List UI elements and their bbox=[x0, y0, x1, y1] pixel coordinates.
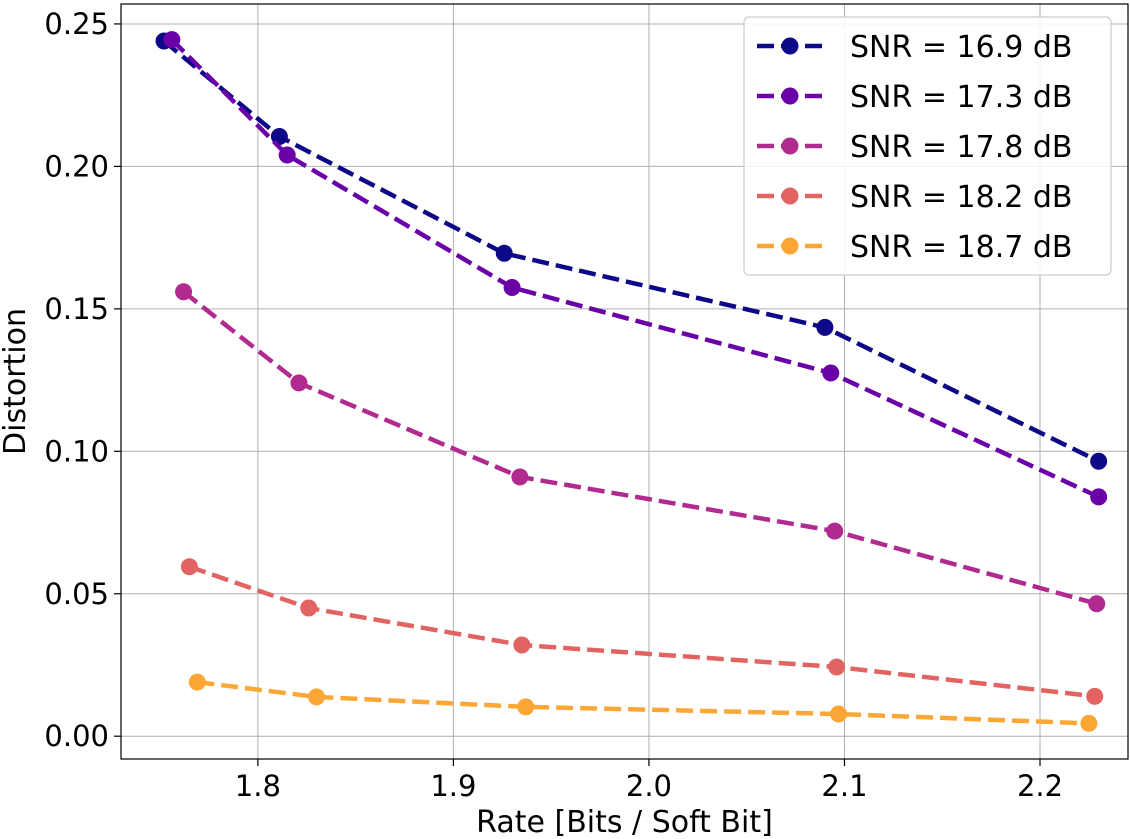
data-point bbox=[175, 283, 193, 301]
legend-label: SNR = 17.8 dB bbox=[850, 130, 1073, 165]
y-tick-label: 0.05 bbox=[44, 577, 109, 611]
legend-marker bbox=[781, 187, 799, 205]
y-tick-label: 0.10 bbox=[44, 434, 109, 468]
data-point bbox=[828, 658, 846, 676]
legend-label: SNR = 18.2 dB bbox=[850, 180, 1073, 215]
legend-item: SNR = 18.7 dB bbox=[757, 230, 1073, 265]
data-point bbox=[163, 31, 181, 49]
x-axis-ticks: 1.8 1.9 2.0 2.1 2.2 bbox=[235, 759, 1063, 803]
data-point bbox=[278, 146, 296, 164]
y-tick-label: 0.20 bbox=[44, 149, 109, 183]
x-tick-label: 1.9 bbox=[430, 769, 476, 803]
data-point bbox=[1090, 452, 1108, 470]
data-point bbox=[1088, 595, 1106, 613]
data-point bbox=[180, 558, 198, 576]
legend-label: SNR = 18.7 dB bbox=[850, 230, 1073, 265]
series-3 bbox=[175, 283, 1106, 613]
legend-marker bbox=[781, 37, 799, 55]
x-tick-label: 2.1 bbox=[821, 769, 867, 803]
data-point bbox=[517, 698, 535, 716]
data-point bbox=[308, 688, 326, 706]
y-tick-label: 0.00 bbox=[44, 719, 109, 753]
plot-frame bbox=[120, 3, 1129, 760]
series-line bbox=[182, 290, 1098, 606]
data-point bbox=[188, 673, 206, 691]
legend-box bbox=[743, 16, 1112, 276]
data-point bbox=[513, 636, 531, 654]
data-point bbox=[511, 468, 529, 486]
series-line bbox=[188, 564, 1096, 699]
data-point bbox=[495, 244, 513, 262]
legend: SNR = 16.9 dB SNR = 17.3 dB SNR = 17.8 dB S… bbox=[743, 16, 1112, 276]
series-4 bbox=[180, 558, 1104, 705]
data-point bbox=[1080, 714, 1098, 732]
series-line bbox=[162, 39, 1100, 464]
x-axis-label: Rate [Bits / Soft Bit] bbox=[476, 805, 773, 839]
series-2 bbox=[163, 31, 1108, 506]
legend-marker bbox=[781, 237, 799, 255]
data-point bbox=[816, 318, 834, 336]
legend-item: SNR = 18.2 dB bbox=[757, 180, 1073, 215]
data-point bbox=[1086, 687, 1104, 705]
data-point bbox=[503, 278, 521, 296]
y-tick-label: 0.25 bbox=[44, 7, 109, 41]
x-tick-label: 2.2 bbox=[1017, 769, 1063, 803]
x-tick-label: 2.0 bbox=[626, 769, 672, 803]
series-layer bbox=[155, 31, 1108, 732]
data-point bbox=[1090, 488, 1108, 506]
legend-item: SNR = 17.8 dB bbox=[757, 130, 1073, 165]
data-point bbox=[300, 599, 318, 617]
legend-label: SNR = 17.3 dB bbox=[850, 80, 1073, 115]
series-line bbox=[197, 679, 1089, 726]
data-point bbox=[822, 364, 840, 382]
y-axis-ticks: 0.00 0.05 0.10 0.15 0.20 0.25 bbox=[44, 7, 121, 753]
legend-marker bbox=[781, 137, 799, 155]
legend-item: SNR = 17.3 dB bbox=[757, 80, 1073, 115]
y-tick-label: 0.15 bbox=[44, 292, 109, 326]
legend-marker bbox=[781, 87, 799, 105]
series-5 bbox=[188, 673, 1098, 732]
data-point bbox=[830, 705, 848, 723]
x-tick-label: 1.8 bbox=[235, 769, 281, 803]
legend-label: SNR = 16.9 dB bbox=[850, 30, 1073, 65]
data-point bbox=[290, 374, 308, 392]
data-point bbox=[826, 522, 844, 540]
y-axis-label: Distortion bbox=[0, 308, 33, 455]
legend-item: SNR = 16.9 dB bbox=[757, 30, 1073, 65]
